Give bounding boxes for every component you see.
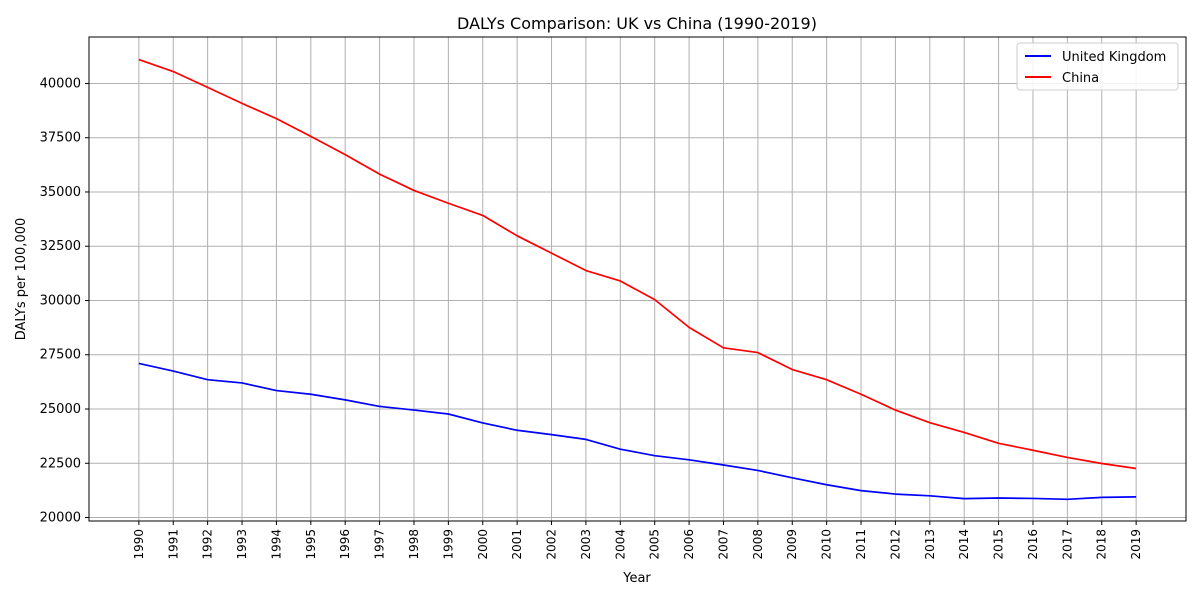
grid-lines: [89, 37, 1186, 521]
x-tick-label: 2004: [613, 529, 627, 560]
x-tick-label: 2000: [476, 529, 490, 560]
y-tick-label: 27500: [40, 348, 81, 363]
plot-area-frame: [88, 36, 1187, 522]
y-tick-label: 40000: [40, 76, 81, 91]
x-tick-label: 2002: [545, 529, 559, 560]
x-tick-label: 2010: [820, 529, 834, 560]
x-tick-label: 2016: [1026, 529, 1040, 560]
x-tick-label: 2015: [992, 529, 1006, 560]
x-tick-label: 2013: [923, 529, 937, 560]
x-tick-label: 1998: [407, 529, 421, 560]
y-axis-label: DALYs per 100,000: [14, 218, 29, 341]
y-tick-label: 32500: [40, 239, 81, 254]
legend-label-china: China: [1062, 71, 1099, 86]
x-tick-label: 2018: [1095, 529, 1109, 560]
y-tick-label: 22500: [40, 456, 81, 471]
y-tick-label: 35000: [40, 185, 81, 200]
legend-label-united-kingdom: United Kingdom: [1062, 50, 1166, 65]
x-tick-label: 2008: [751, 529, 765, 560]
series-lines: [138, 58, 1137, 501]
x-tick-label: 2006: [682, 529, 696, 560]
x-tick-label: 2001: [510, 529, 524, 560]
y-tick-label: 30000: [40, 293, 81, 308]
x-tick-label: 2003: [579, 529, 593, 560]
x-tick-label: 2017: [1060, 529, 1074, 560]
y-tick-label: 37500: [40, 131, 81, 146]
legend: United Kingdom China: [1016, 42, 1179, 91]
x-tick-label: 1996: [338, 529, 352, 560]
x-tick-label: 1997: [373, 529, 387, 560]
x-tick-label: 2014: [957, 529, 971, 560]
series-line-china: [138, 58, 1137, 470]
chart-title: DALYs Comparison: UK vs China (1990-2019…: [457, 14, 817, 33]
x-tick-label: 2019: [1129, 529, 1143, 560]
y-tick-label: 25000: [40, 402, 81, 417]
x-tick-label: 1993: [235, 529, 249, 560]
x-tick-label: 1994: [269, 529, 283, 560]
x-axis-ticks: 1990 1991 1992 1993 1994 1995 1996 1997 1998 1999…: [132, 521, 1143, 560]
x-tick-label: 1992: [201, 529, 215, 560]
x-tick-label: 1995: [304, 529, 318, 560]
x-tick-label: 2005: [648, 529, 662, 560]
y-axis-ticks: 20000 22500 25000 27500 30000 32500 35000 37500…: [40, 76, 89, 526]
x-tick-label: 1999: [441, 529, 455, 560]
series-line-united-kingdom: [138, 362, 1137, 501]
x-tick-label: 2007: [716, 529, 730, 560]
x-tick-label: 2011: [854, 529, 868, 560]
x-tick-label: 2009: [785, 529, 799, 560]
x-tick-label: 2012: [888, 529, 902, 560]
x-tick-label: 1991: [166, 529, 180, 560]
x-tick-label: 1990: [132, 529, 146, 560]
y-tick-label: 20000: [40, 511, 81, 526]
x-axis-label: Year: [622, 571, 651, 586]
legend-box: [1016, 42, 1179, 91]
